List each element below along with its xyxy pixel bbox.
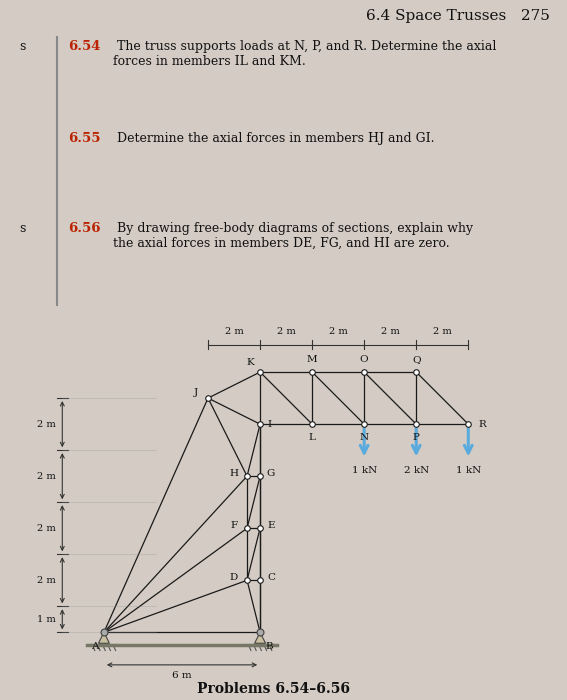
Text: By drawing free-body diagrams of sections, explain why
the axial forces in membe: By drawing free-body diagrams of section… (113, 222, 473, 250)
Text: 1 m: 1 m (37, 615, 56, 624)
Polygon shape (99, 632, 109, 643)
Text: C: C (267, 573, 275, 582)
Text: 2 m: 2 m (329, 327, 348, 335)
Text: s: s (19, 222, 26, 235)
Text: D: D (230, 573, 238, 582)
Text: 1 kN: 1 kN (456, 466, 481, 475)
Text: 2 m: 2 m (433, 327, 452, 335)
Text: 2 m: 2 m (37, 472, 56, 481)
Text: R: R (479, 419, 486, 428)
Text: 2 m: 2 m (381, 327, 400, 335)
Text: 2 kN: 2 kN (404, 466, 429, 475)
Text: H: H (230, 469, 239, 478)
Text: 6.54: 6.54 (68, 40, 100, 53)
Text: 2 m: 2 m (37, 576, 56, 584)
Text: Q: Q (412, 355, 421, 364)
Polygon shape (255, 632, 265, 643)
Text: E: E (267, 521, 275, 530)
Text: s: s (19, 40, 26, 53)
Text: O: O (360, 355, 369, 364)
Text: 1 kN: 1 kN (352, 466, 377, 475)
Text: A: A (91, 642, 99, 651)
Text: L: L (308, 433, 316, 442)
Text: Determine the axial forces in members HJ and GI.: Determine the axial forces in members HJ… (113, 132, 435, 146)
Text: 6 m: 6 m (172, 671, 192, 680)
Text: K: K (246, 358, 254, 367)
Text: 6.56: 6.56 (68, 222, 100, 235)
Text: Problems 6.54–6.56: Problems 6.54–6.56 (197, 682, 350, 696)
Text: G: G (267, 469, 275, 478)
Text: M: M (307, 355, 318, 364)
Text: 6.55: 6.55 (68, 132, 100, 146)
Text: 2 m: 2 m (37, 419, 56, 428)
Text: I: I (268, 419, 272, 428)
Text: P: P (413, 433, 420, 442)
Text: 2 m: 2 m (225, 327, 243, 335)
Text: 2 m: 2 m (277, 327, 295, 335)
Text: 6.4 Space Trusses   275: 6.4 Space Trusses 275 (366, 9, 550, 23)
Text: 2 m: 2 m (37, 524, 56, 533)
Text: The truss supports loads at N, P, and R. Determine the axial
forces in members I: The truss supports loads at N, P, and R.… (113, 40, 497, 68)
Text: N: N (359, 433, 369, 442)
Text: F: F (231, 521, 238, 530)
Text: J: J (194, 389, 198, 398)
Text: B: B (265, 642, 273, 651)
